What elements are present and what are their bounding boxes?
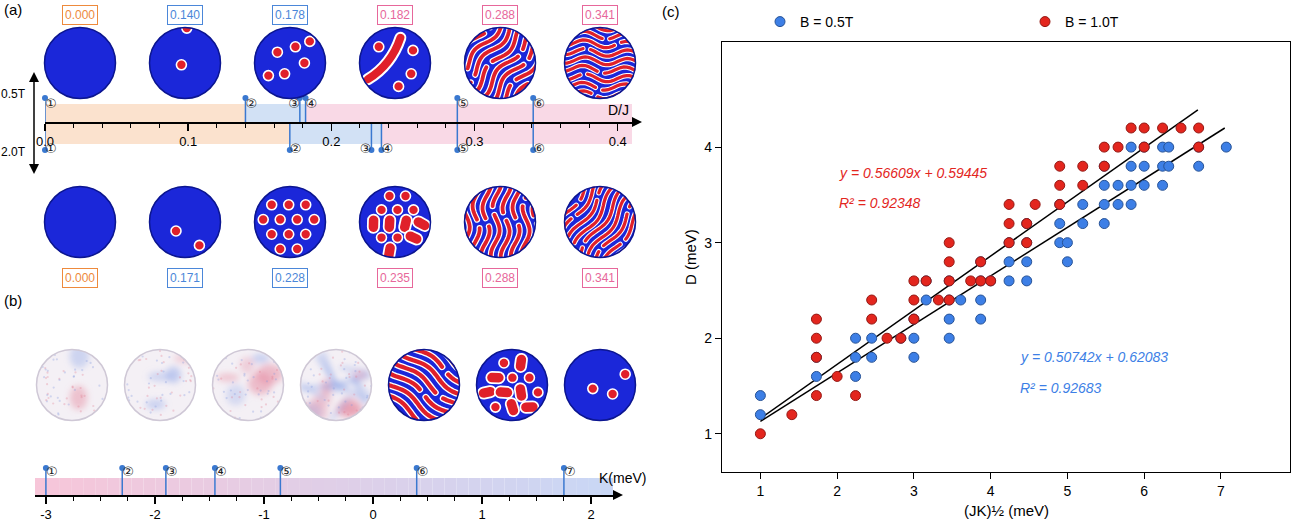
svg-text:2: 2 — [833, 483, 841, 499]
svg-text:y = 0.50742x + 0.62083: y = 0.50742x + 0.62083 — [1020, 349, 1168, 365]
svg-text:0.4: 0.4 — [609, 134, 627, 149]
svg-text:⑥: ⑥ — [533, 96, 545, 111]
svg-text:⑤: ⑤ — [457, 141, 469, 156]
svg-text:0.178: 0.178 — [275, 8, 305, 22]
svg-text:D/J: D/J — [608, 102, 629, 118]
svg-text:4: 4 — [704, 139, 712, 155]
svg-text:B = 1.0T: B = 1.0T — [1065, 14, 1119, 30]
svg-text:0.2: 0.2 — [322, 134, 340, 149]
svg-text:0.341: 0.341 — [585, 8, 615, 22]
svg-text:(c): (c) — [662, 3, 680, 20]
svg-text:0.0: 0.0 — [36, 134, 54, 149]
svg-text:5: 5 — [1064, 483, 1072, 499]
svg-text:④: ④ — [381, 141, 393, 156]
svg-text:0.000: 0.000 — [65, 271, 95, 285]
svg-text:-1: -1 — [258, 507, 270, 522]
svg-text:3: 3 — [910, 483, 918, 499]
svg-text:y = 0.56609x + 0.59445: y = 0.56609x + 0.59445 — [839, 165, 987, 181]
svg-text:0.140: 0.140 — [170, 8, 200, 22]
svg-text:①: ① — [45, 96, 57, 111]
svg-text:4: 4 — [987, 483, 995, 499]
svg-text:0.171: 0.171 — [170, 271, 200, 285]
svg-text:0.228: 0.228 — [275, 271, 305, 285]
svg-text:7: 7 — [1217, 483, 1225, 499]
svg-text:①: ① — [45, 141, 57, 156]
svg-text:K(meV): K(meV) — [599, 470, 646, 486]
svg-text:(b): (b) — [4, 292, 22, 309]
svg-text:④: ④ — [215, 464, 227, 479]
svg-text:②: ② — [245, 96, 257, 111]
svg-text:0.288: 0.288 — [485, 271, 515, 285]
svg-text:D (meV): D (meV) — [682, 229, 699, 285]
svg-text:R² = 0.92348: R² = 0.92348 — [839, 195, 921, 211]
svg-text:0.288: 0.288 — [485, 8, 515, 22]
svg-text:⑤: ⑤ — [280, 464, 292, 479]
svg-text:0.000: 0.000 — [65, 8, 95, 22]
svg-text:③: ③ — [166, 464, 178, 479]
svg-text:③: ③ — [360, 141, 372, 156]
svg-text:⑥: ⑥ — [533, 141, 545, 156]
svg-text:(JK)½ (meV): (JK)½ (meV) — [964, 502, 1049, 519]
svg-text:2: 2 — [704, 330, 712, 346]
svg-text:-3: -3 — [40, 507, 52, 522]
svg-text:B = 0.5T: B = 0.5T — [800, 14, 854, 30]
svg-text:②: ② — [290, 141, 302, 156]
svg-text:(a): (a) — [4, 1, 22, 18]
svg-text:1: 1 — [756, 483, 764, 499]
svg-text:①: ① — [46, 464, 58, 479]
svg-text:R² = 0.92683: R² = 0.92683 — [1020, 380, 1102, 396]
svg-text:1: 1 — [479, 507, 486, 522]
svg-text:⑦: ⑦ — [564, 464, 576, 479]
svg-text:⑤: ⑤ — [457, 96, 469, 111]
svg-text:2.0T: 2.0T — [1, 145, 26, 159]
svg-text:0: 0 — [369, 507, 376, 522]
svg-text:⑥: ⑥ — [417, 464, 429, 479]
svg-text:0.1: 0.1 — [179, 134, 197, 149]
svg-text:0.182: 0.182 — [380, 8, 410, 22]
svg-text:-2: -2 — [149, 507, 161, 522]
svg-text:2: 2 — [588, 507, 595, 522]
svg-text:0.5T: 0.5T — [1, 87, 26, 101]
svg-text:④: ④ — [306, 96, 318, 111]
svg-text:1: 1 — [704, 426, 712, 442]
svg-text:③: ③ — [288, 96, 300, 111]
svg-text:0.235: 0.235 — [380, 271, 410, 285]
svg-text:0.341: 0.341 — [585, 271, 615, 285]
svg-text:②: ② — [122, 464, 134, 479]
svg-text:3: 3 — [704, 235, 712, 251]
svg-text:6: 6 — [1140, 483, 1148, 499]
svg-text:0.3: 0.3 — [465, 134, 483, 149]
